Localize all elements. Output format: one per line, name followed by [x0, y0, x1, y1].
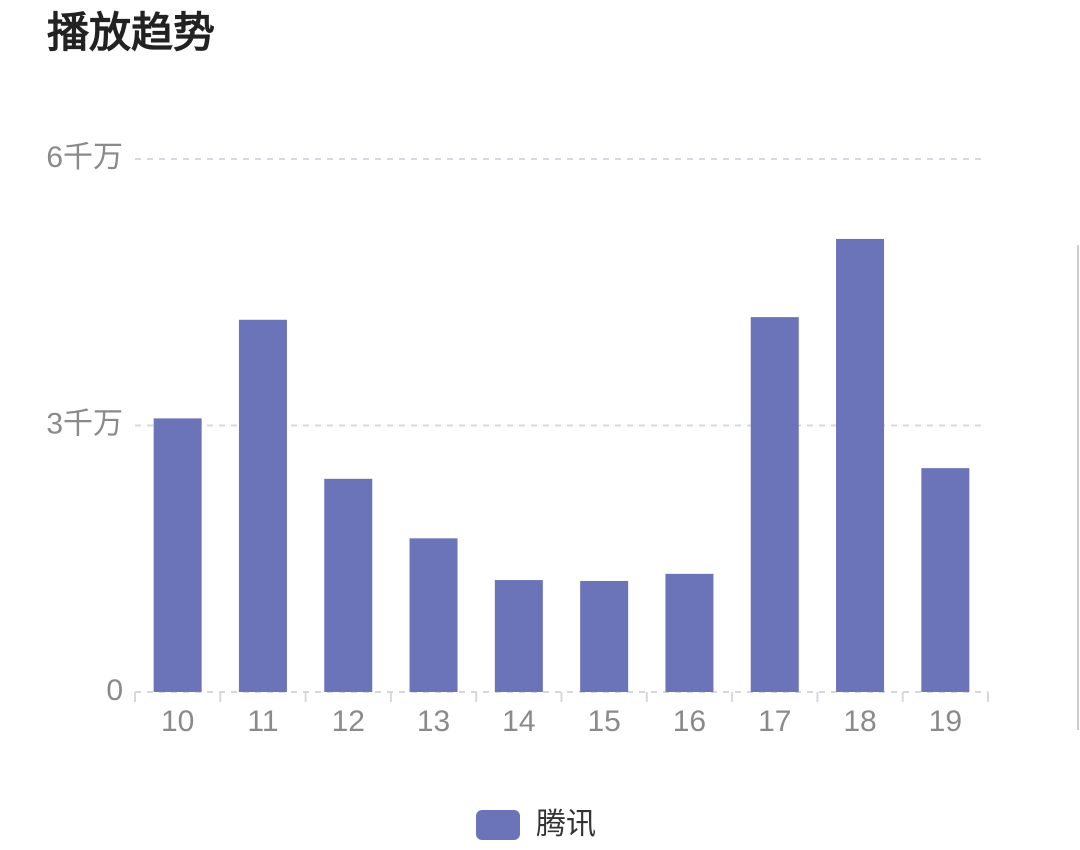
chart-title: 播放趋势	[47, 9, 215, 56]
x-tick-label: 15	[587, 705, 620, 738]
bar	[409, 538, 458, 692]
x-tick-label: 16	[673, 705, 706, 738]
y-tick-label: 3千万	[46, 407, 123, 440]
legend-label: 腾讯	[536, 808, 596, 841]
x-tick-label: 10	[161, 705, 194, 738]
x-tick-label: 19	[929, 705, 962, 738]
x-tick-label: 14	[502, 705, 535, 738]
x-tick-label: 13	[417, 705, 450, 738]
bar	[665, 573, 714, 692]
x-tick-label: 12	[332, 705, 365, 738]
legend-swatch	[476, 810, 520, 840]
x-tick-label: 11	[247, 705, 278, 738]
bar	[153, 418, 202, 692]
bar	[494, 580, 543, 692]
bar	[750, 317, 799, 692]
x-tick-label: 18	[843, 705, 876, 738]
bar	[921, 468, 970, 692]
x-tick-label: 17	[758, 705, 791, 738]
bar	[324, 478, 373, 692]
bar	[580, 580, 629, 692]
y-tick-label: 6千万	[46, 141, 123, 174]
bar	[238, 319, 287, 692]
bar	[836, 238, 885, 692]
y-tick-label: 0	[106, 674, 123, 707]
